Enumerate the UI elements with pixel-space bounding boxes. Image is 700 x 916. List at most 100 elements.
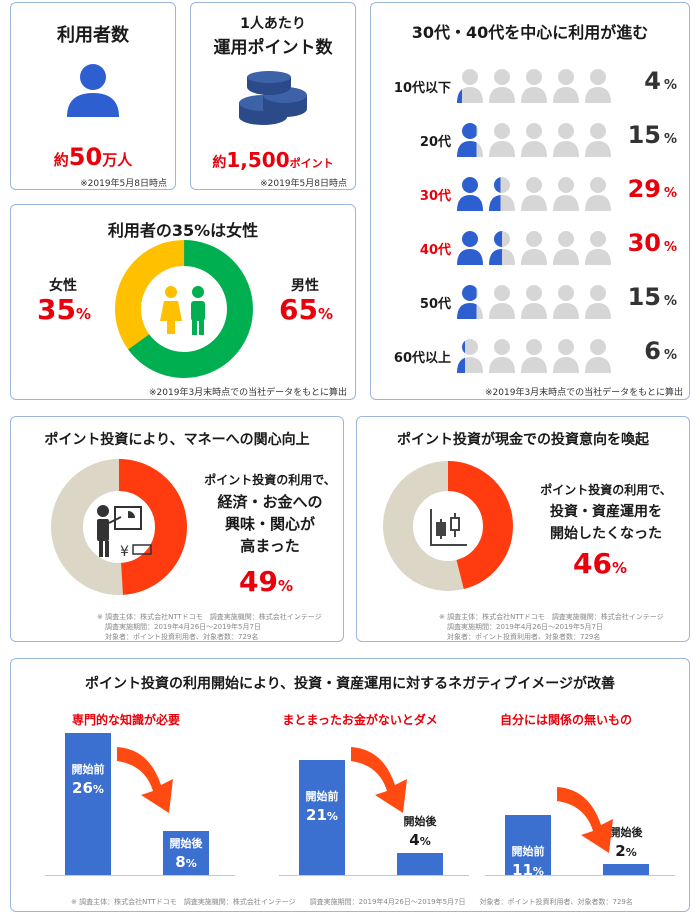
intent-pct: % — [611, 559, 627, 577]
after-label-value: 2% — [593, 842, 659, 862]
negative-group-title: 専門的な知識が必要 — [71, 713, 180, 727]
person-icon — [553, 177, 579, 211]
gender-female-value: 35 — [37, 293, 76, 326]
age-row-number: 30 — [627, 229, 661, 257]
age-person-icons — [457, 123, 611, 157]
before-label-value: 26% — [55, 779, 121, 799]
interest-note-line1: ※ 調査主体：株式会社NTTドコモ 調査実施機関：株式会社インテージ — [97, 613, 322, 621]
after-label-number: 2 — [615, 842, 626, 861]
age-row: 20代 15% — [371, 119, 691, 159]
svg-text:¥: ¥ — [120, 544, 129, 560]
before-bar — [299, 760, 345, 875]
before-label-value: 21% — [289, 806, 355, 826]
points-title-line2: 運用ポイント数 — [213, 38, 333, 58]
age-row-value: 30% — [628, 229, 677, 257]
after-label-number: 8 — [175, 853, 186, 872]
age-row-pct: % — [663, 186, 677, 201]
intent-donut-slice — [383, 461, 513, 591]
age-row-pct: % — [663, 348, 677, 363]
person-icon — [489, 123, 515, 157]
arrow-shape — [557, 787, 613, 853]
interest-text-line3: 興味・関心が — [224, 515, 315, 533]
age-row-number: 6 — [644, 337, 661, 365]
intent-text-line3: 開始したくなった — [550, 526, 662, 542]
age-row-label: 60代以上 — [393, 351, 451, 366]
gender-note: ※2019年3月末時点での当社データをもとに算出 — [149, 388, 347, 398]
interest-note-line3: 対象者：ポイント投資利用者、対象者数：729名 — [105, 633, 259, 641]
points-note: ※2019年5月8日時点 — [260, 179, 347, 189]
person-icon — [553, 69, 579, 103]
intent-note-line2: 調査実施期間：2019年4月26日～2019年5月7日 — [447, 623, 603, 631]
age-row-pct: % — [663, 294, 677, 309]
decrease-arrow-icon — [351, 747, 407, 813]
person-icon — [585, 285, 611, 319]
points-unit: ポイント — [289, 157, 334, 170]
intent-value: 46 — [573, 547, 612, 580]
gender-female-pct: % — [75, 305, 91, 323]
before-bar — [65, 733, 111, 875]
intent-text: ポイント投資の利用で、 投資・資産運用を 開始したくなった — [531, 479, 681, 545]
before-label-pct: % — [92, 783, 104, 796]
after-label-caption: 開始後 — [609, 826, 643, 840]
gender-panel: 利用者の35%は女性 女性 35% 男性 65% ※2019年3月末時点での当社… — [10, 204, 356, 400]
person-icon — [521, 339, 547, 373]
age-row-number: 15 — [627, 121, 661, 149]
age-row-label: 50代 — [419, 297, 451, 312]
intent-donut — [383, 461, 513, 591]
interest-panel: ポイント投資により、マネーへの関心向上 ¥ ポイント投資の利用で、 経済・お金へ… — [10, 416, 344, 642]
negative-title: ポイント投資の利用開始により、投資・資産運用に対するネガティブイメージが改善 — [84, 676, 616, 692]
after-bar — [397, 853, 443, 875]
users-title: 利用者数 — [57, 25, 129, 46]
person-icon — [457, 69, 483, 103]
age-person-icons — [457, 69, 611, 103]
after-label-caption: 開始後 — [403, 815, 437, 829]
after-label-value: 8% — [153, 853, 219, 873]
age-row-value: 15% — [628, 283, 677, 311]
interest-pct: % — [277, 577, 293, 595]
gender-male-value: 65 — [279, 293, 318, 326]
decrease-arrow-icon — [557, 787, 613, 853]
interest-donut: ¥ — [51, 459, 187, 595]
users-prefix: 約 — [53, 151, 69, 169]
age-row-pct: % — [663, 132, 677, 147]
interest-donut-slice — [51, 459, 187, 595]
age-row-pct: % — [663, 240, 677, 255]
person-icon — [585, 231, 611, 265]
age-row: 10代以下 4% — [371, 65, 691, 105]
person-icon — [457, 231, 483, 265]
person-icon — [457, 123, 483, 157]
after-label-pct: % — [625, 846, 637, 860]
person-icon — [553, 123, 579, 157]
person-icon — [521, 177, 547, 211]
after-label-caption: 開始後 — [169, 837, 203, 851]
intent-value-line: 46% — [573, 547, 627, 580]
negative-baseline — [485, 875, 675, 876]
points-title-line1: 1人あたり — [240, 16, 306, 32]
intent-note: ※ 調査主体：株式会社NTTドコモ 調査実施機関：株式会社インテージ 調査実施期… — [439, 612, 664, 642]
gender-female-value-line: 35% — [37, 293, 91, 326]
age-row: 40代 30% — [371, 227, 691, 267]
gender-female-label: 女性 — [49, 278, 77, 294]
negative-group-title: 自分には関係の無いもの — [499, 713, 632, 727]
users-note: ※2019年5月8日時点 — [80, 179, 167, 189]
before-label-caption: 開始前 — [71, 763, 105, 776]
person-icon — [553, 285, 579, 319]
intent-text-line1: ポイント投資の利用で、 — [540, 483, 672, 497]
person-icon — [521, 123, 547, 157]
age-row-value: 6% — [644, 337, 677, 365]
age-row-value: 4% — [644, 67, 677, 95]
person-icon — [585, 339, 611, 373]
age-row-number: 29 — [627, 175, 661, 203]
presentation-icon: ¥ — [97, 505, 152, 560]
after-label-pct: % — [185, 857, 197, 871]
before-label-value: 11% — [495, 861, 561, 881]
after-label: 開始後 4% — [387, 813, 453, 851]
after-bar — [603, 864, 649, 875]
female-male-icon — [160, 286, 205, 335]
interest-title: ポイント投資により、マネーへの関心向上 — [44, 432, 310, 448]
before-label-caption: 開始前 — [305, 790, 339, 804]
age-person-icons — [457, 339, 611, 373]
age-row: 50代 15% — [371, 281, 691, 321]
age-title: 30代・40代を中心に利用が進む — [411, 23, 649, 42]
interest-text-line2: 経済・お金への — [217, 493, 323, 511]
